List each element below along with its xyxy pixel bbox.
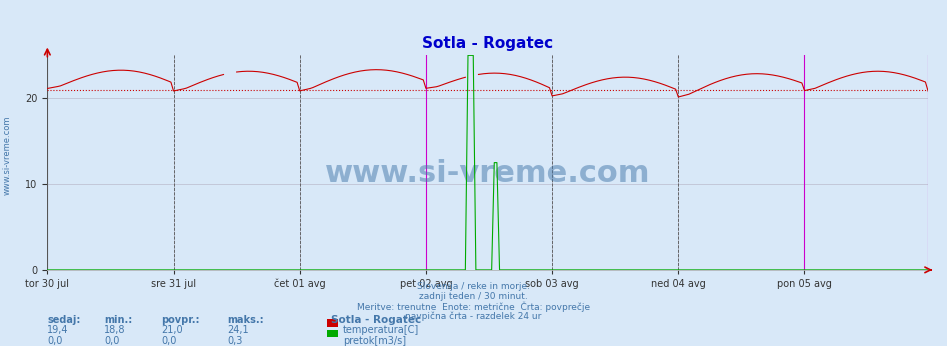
Text: zadnji teden / 30 minut.: zadnji teden / 30 minut. [420, 292, 527, 301]
Text: povpr.:: povpr.: [161, 315, 200, 325]
Text: min.:: min.: [104, 315, 133, 325]
Text: 0,3: 0,3 [227, 336, 242, 346]
Text: 0,0: 0,0 [104, 336, 119, 346]
Text: Slovenija / reke in morje.: Slovenija / reke in morje. [417, 282, 530, 291]
Text: www.si-vreme.com: www.si-vreme.com [3, 116, 12, 195]
Text: Meritve: trenutne  Enote: metrične  Črta: povprečje: Meritve: trenutne Enote: metrične Črta: … [357, 301, 590, 312]
Text: 21,0: 21,0 [161, 325, 183, 335]
Text: 19,4: 19,4 [47, 325, 69, 335]
Text: maks.:: maks.: [227, 315, 264, 325]
Text: navpična črta - razdelek 24 ur: navpična črta - razdelek 24 ur [405, 311, 542, 320]
Text: sedaj:: sedaj: [47, 315, 80, 325]
Title: Sotla - Rogatec: Sotla - Rogatec [422, 36, 553, 52]
Text: 18,8: 18,8 [104, 325, 126, 335]
Text: 24,1: 24,1 [227, 325, 249, 335]
Text: www.si-vreme.com: www.si-vreme.com [325, 159, 651, 188]
Text: 0,0: 0,0 [161, 336, 176, 346]
Text: Sotla - Rogatec: Sotla - Rogatec [331, 315, 421, 325]
Text: pretok[m3/s]: pretok[m3/s] [343, 336, 406, 346]
Text: temperatura[C]: temperatura[C] [343, 325, 420, 335]
Text: 0,0: 0,0 [47, 336, 63, 346]
